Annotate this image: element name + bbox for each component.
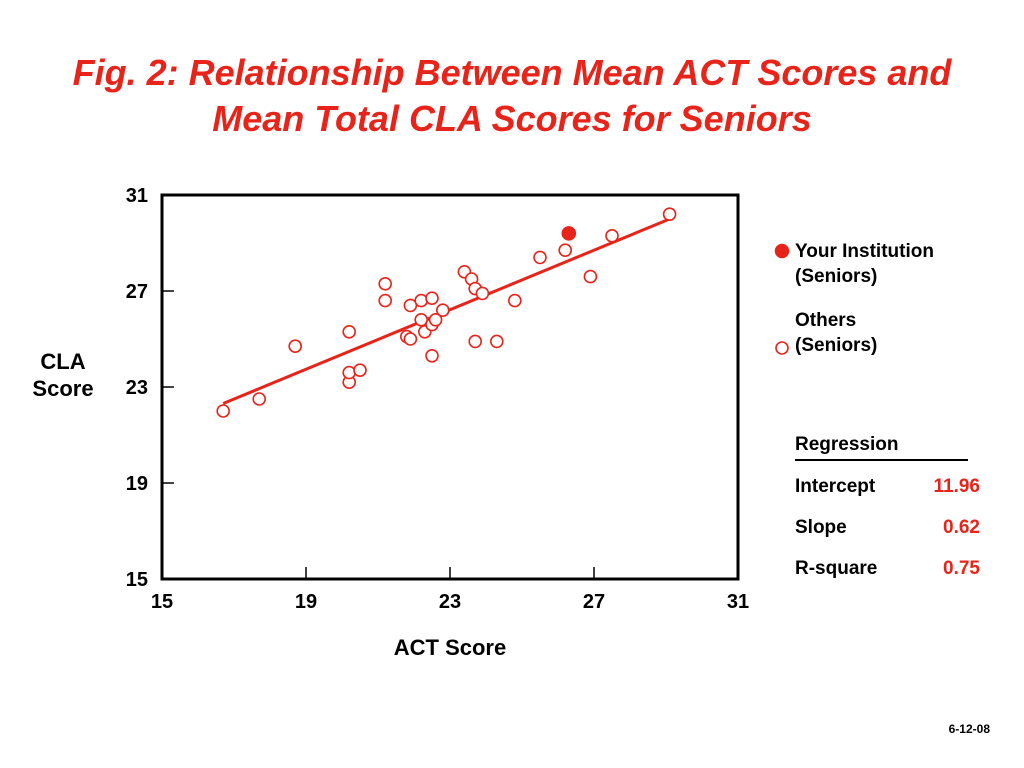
legend-open-circle-icon xyxy=(775,341,789,355)
y-tick-label: 31 xyxy=(126,185,148,207)
data-point-others xyxy=(403,332,418,346)
data-point-others xyxy=(533,250,547,265)
y-axis-title-line-2: Score xyxy=(32,376,94,401)
regression-value-intercept: 11.96 xyxy=(933,476,981,497)
data-point-others xyxy=(288,339,303,354)
data-point-others xyxy=(489,334,504,349)
legend-item-others: Others (Seniors) xyxy=(795,308,877,358)
y-axis-title-line-1: CLA xyxy=(40,349,86,374)
x-tick-label: 19 xyxy=(295,591,317,613)
data-point-others xyxy=(605,229,619,243)
data-point-others xyxy=(428,312,443,327)
legend-label-others-line-1: Others xyxy=(795,310,857,331)
data-point-others xyxy=(507,293,522,308)
data-point-others xyxy=(435,303,450,318)
chart-title: Fig. 2: Relationship Between Mean ACT Sc… xyxy=(0,50,1024,142)
data-point-your-institution xyxy=(561,226,577,241)
data-point-others xyxy=(216,404,230,418)
regression-label-r-square: R-square xyxy=(795,558,878,579)
x-tick-label: 15 xyxy=(151,591,173,613)
x-tick-label: 31 xyxy=(727,591,749,613)
y-tick-label: 19 xyxy=(126,473,148,495)
regression-header: Regression xyxy=(795,434,899,455)
x-axis-title: ACT Score xyxy=(393,635,507,660)
x-tick-label: 27 xyxy=(583,591,605,613)
data-point-others xyxy=(425,348,439,363)
data-point-others xyxy=(414,293,429,308)
data-point-others xyxy=(558,243,573,257)
y-tick-label: 27 xyxy=(126,281,148,303)
regression-value-slope: 0.62 xyxy=(943,517,980,538)
y-tick-label: 15 xyxy=(126,569,148,591)
data-points xyxy=(216,207,677,418)
regression-label-intercept: Intercept xyxy=(795,476,876,497)
data-point-others xyxy=(378,293,393,308)
regression-label-slope: Slope xyxy=(795,517,847,538)
chart-title-line-1: Fig. 2: Relationship Between Mean ACT Sc… xyxy=(72,52,952,93)
data-point-others xyxy=(378,276,393,291)
footer-date: 6-12-08 xyxy=(948,722,990,736)
legend-filled-circle-icon xyxy=(774,243,790,259)
y-tick-label: 23 xyxy=(126,377,148,399)
data-point-others xyxy=(252,392,267,406)
regression-divider xyxy=(795,459,968,461)
axis-ticks: 15 19 23 27 31 15 19 23 27 31 xyxy=(126,185,749,613)
data-point-others xyxy=(353,363,367,378)
data-point-others xyxy=(425,291,439,306)
legend-label-others-line-2: (Seniors) xyxy=(795,335,878,356)
data-point-others xyxy=(342,324,357,339)
data-point-others xyxy=(583,269,598,284)
x-tick-label: 23 xyxy=(439,591,461,613)
data-point-others xyxy=(342,365,357,380)
legend-item-your-institution: Your Institution (Seniors) xyxy=(795,239,934,289)
data-point-others xyxy=(468,334,483,349)
data-point-others xyxy=(475,286,490,301)
plot-area-frame xyxy=(160,193,740,581)
regression-value-r-square: 0.75 xyxy=(943,558,980,579)
legend-label-your-line-2: (Seniors) xyxy=(795,266,878,287)
chart-title-line-2: Mean Total CLA Scores for Seniors xyxy=(212,98,812,139)
legend-label-your-line-1: Your Institution xyxy=(795,241,934,262)
y-axis-title: CLA Score xyxy=(18,348,108,402)
data-point-others xyxy=(662,207,677,221)
